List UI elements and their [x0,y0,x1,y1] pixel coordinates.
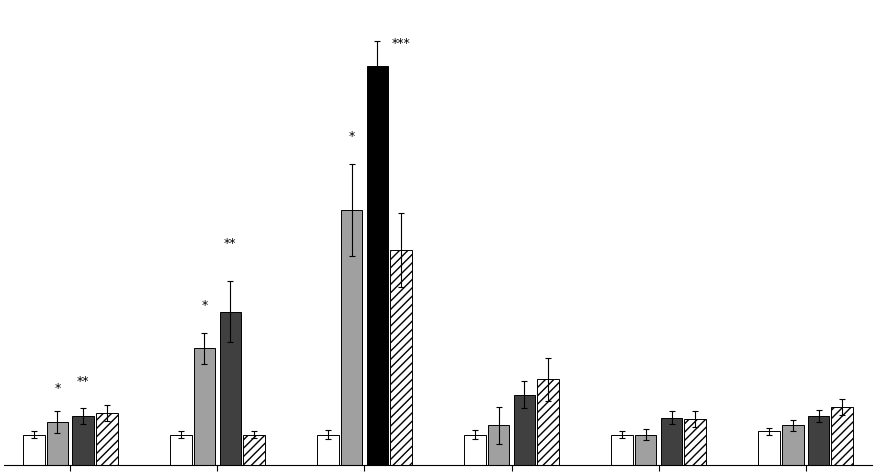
Bar [611,435,633,466]
Bar [464,435,486,466]
Text: *: * [201,299,208,312]
Bar [513,395,535,466]
Text: **: ** [77,375,89,389]
Text: *: * [54,381,60,395]
Bar [808,416,830,466]
Bar [488,425,510,466]
Bar [220,312,241,466]
Text: **: ** [224,237,237,250]
Bar [661,418,682,465]
Bar [243,435,265,466]
Text: ***: *** [392,37,410,50]
Bar [635,435,656,466]
Bar [684,419,706,466]
Text: *: * [349,130,355,142]
Bar [366,66,388,466]
Bar [831,407,853,466]
Bar [341,210,363,466]
Bar [23,435,45,466]
Bar [390,250,412,466]
Bar [170,435,192,466]
Bar [537,379,559,466]
Bar [194,349,215,466]
Bar [46,422,68,466]
Bar [96,413,117,466]
Bar [782,425,803,466]
Bar [317,435,339,466]
Bar [759,431,780,466]
Bar [73,416,94,466]
